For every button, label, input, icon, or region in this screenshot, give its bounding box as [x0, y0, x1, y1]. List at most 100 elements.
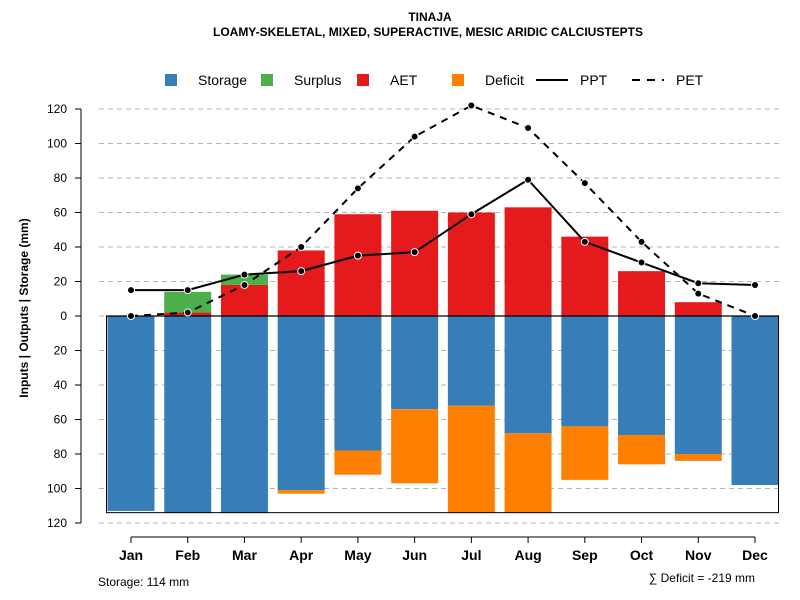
- deficit-bar: [504, 433, 552, 513]
- aet-bar: [277, 250, 325, 316]
- aet-bar: [334, 214, 382, 316]
- legend-label: Deficit: [485, 72, 524, 88]
- ppt-point: [524, 175, 533, 184]
- storage-footnote: Storage: 114 mm: [98, 575, 189, 589]
- legend-swatch: [452, 74, 464, 86]
- pet-point: [467, 101, 476, 110]
- y-tick-label: 60: [54, 206, 68, 220]
- y-tick-label: 80: [54, 171, 68, 185]
- ppt-point: [467, 210, 476, 219]
- storage-bar: [674, 316, 722, 454]
- chart-title: TINAJA: [408, 10, 452, 24]
- aet-bar: [391, 210, 439, 316]
- aet-bar: [504, 207, 552, 316]
- pet-point: [297, 243, 306, 251]
- legend-swatch: [357, 74, 369, 86]
- aet-bar: [618, 271, 666, 316]
- x-tick-label: Sep: [572, 547, 598, 563]
- y-tick-label: 0: [60, 309, 67, 323]
- aet-bar: [220, 284, 268, 316]
- y-tick-label: 100: [47, 482, 67, 496]
- y-tick-label: 100: [47, 137, 67, 151]
- pet-point: [524, 123, 533, 132]
- x-tick-label: May: [344, 547, 371, 563]
- y-axis-label: Inputs | Outputs | Storage (mm): [17, 218, 31, 397]
- y-tick-label: 20: [54, 275, 68, 289]
- ppt-point: [637, 258, 646, 267]
- storage-bar: [618, 316, 666, 436]
- aet-bar: [561, 236, 609, 316]
- storage-bar: [504, 316, 552, 434]
- deficit-bar: [561, 426, 609, 480]
- legend-label: Storage: [198, 72, 247, 88]
- ppt-point: [694, 279, 703, 288]
- legend-label: PET: [676, 72, 704, 88]
- storage-bar: [731, 316, 779, 486]
- aet-bar: [447, 212, 495, 316]
- pet-point: [410, 132, 419, 141]
- x-tick-label: Dec: [742, 547, 768, 563]
- ppt-point: [580, 237, 589, 246]
- pet-point: [751, 312, 759, 320]
- storage-bar: [277, 316, 325, 491]
- legend-label: Surplus: [294, 72, 341, 88]
- storage-bar: [107, 316, 155, 511]
- deficit-bar: [447, 405, 495, 513]
- pet-line: [130, 104, 756, 317]
- y-tick-label: 120: [47, 102, 67, 116]
- pet-point: [127, 312, 135, 320]
- axes: 120 100 80 60 40 20 0 20 40 60 80 100 120 Jan Feb Mar Ap…: [47, 102, 768, 563]
- storage-bar: [561, 316, 609, 427]
- deficit-bar: [334, 450, 382, 475]
- legend-label: PPT: [580, 72, 608, 88]
- pet-point: [240, 280, 249, 289]
- x-tick-label: Mar: [232, 547, 257, 563]
- y-tick-label: 80: [54, 447, 68, 461]
- x-tick-label: Feb: [175, 547, 200, 563]
- aet-bar: [674, 302, 722, 316]
- x-tick-label: Aug: [514, 547, 541, 563]
- x-tick-label: Apr: [289, 547, 314, 563]
- y-tick-label: 40: [54, 378, 68, 392]
- deficit-bar: [277, 490, 325, 494]
- y-tick-label: 20: [54, 344, 68, 358]
- legend-label: AET: [390, 72, 418, 88]
- surplus-bar: [220, 274, 268, 285]
- pet-point: [353, 184, 362, 193]
- x-tick-label: Jan: [119, 547, 143, 563]
- ppt-line: [131, 178, 756, 292]
- bars: [106, 207, 779, 514]
- deficit-bar: [674, 454, 722, 461]
- storage-bar: [391, 316, 439, 410]
- x-tick-label: Jun: [402, 547, 427, 563]
- chart-subtitle: LOAMY-SKELETAL, MIXED, SUPERACTIVE, MESI…: [213, 25, 643, 39]
- deficit-bar: [391, 409, 439, 484]
- ppt-point: [297, 267, 306, 276]
- pet-point: [694, 289, 703, 298]
- y-tick-label: 40: [54, 240, 68, 254]
- pet-point: [183, 308, 192, 317]
- y-tick-label: 60: [54, 413, 68, 427]
- storage-bar: [334, 316, 382, 451]
- legend-swatch: [165, 74, 177, 86]
- deficit-footnote: ∑ Deficit = -219 mm: [649, 571, 755, 585]
- ppt-point: [240, 270, 249, 279]
- x-tick-label: Nov: [685, 547, 712, 563]
- pet-point: [580, 179, 589, 188]
- series-lines: [127, 101, 759, 320]
- legend: Storage Surplus AET Deficit PPT PET: [165, 72, 704, 88]
- storage-bar: [164, 316, 212, 513]
- storage-bar: [220, 316, 268, 513]
- ppt-point: [127, 286, 135, 295]
- ppt-point: [183, 286, 192, 295]
- x-tick-label: Oct: [630, 547, 654, 563]
- legend-swatch: [261, 74, 273, 86]
- ppt-point: [410, 248, 419, 257]
- storage-bar: [447, 316, 495, 406]
- deficit-bar: [618, 435, 666, 465]
- y-tick-label: 120: [47, 516, 67, 530]
- x-tick-label: Jul: [461, 547, 481, 563]
- ppt-point: [751, 280, 759, 289]
